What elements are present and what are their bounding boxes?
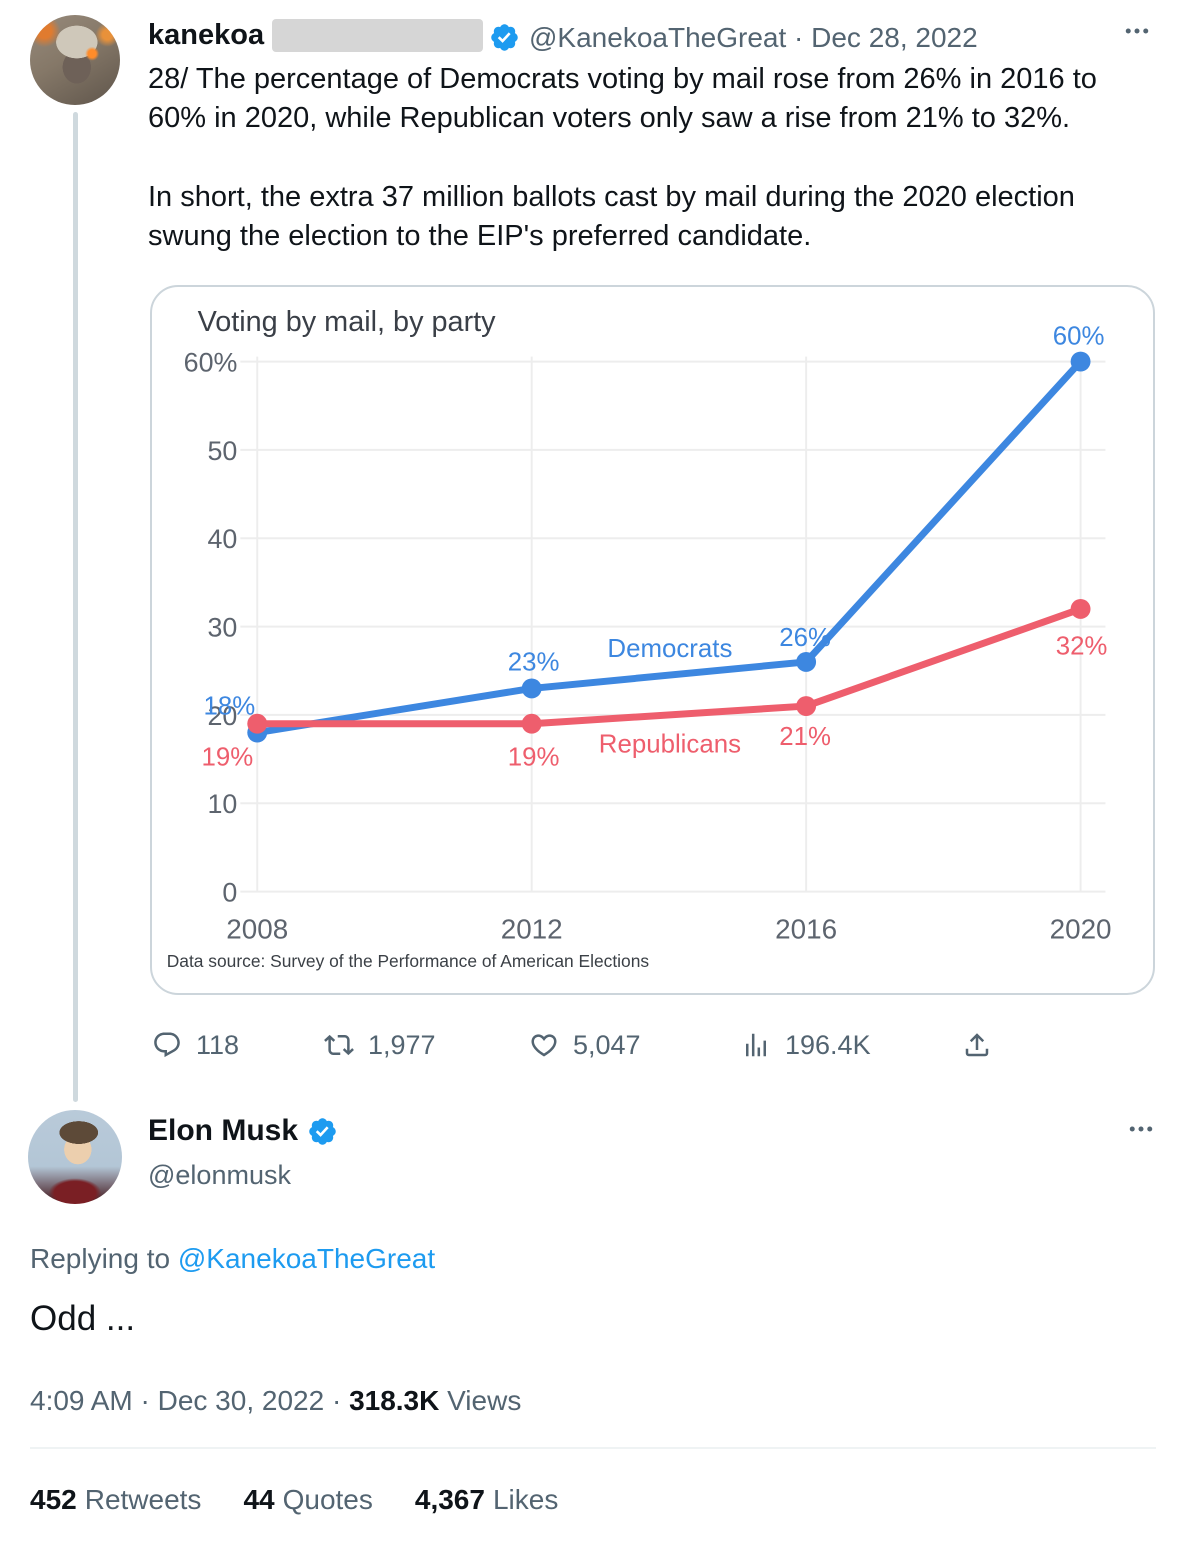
author-name-elon[interactable]: Elon Musk	[148, 1114, 299, 1147]
reply-text: Odd ...	[30, 1299, 136, 1338]
svg-text:19%: 19%	[508, 744, 560, 772]
timestamp-views-line: 4:09 AM · Dec 30, 2022 · 318.3K Views	[30, 1385, 521, 1417]
retweet-count: 1,977	[368, 1029, 436, 1060]
svg-text:40: 40	[208, 524, 238, 554]
retweets-stat[interactable]: 452 Retweets	[30, 1484, 202, 1515]
retweet-button[interactable]: 1,977	[324, 1022, 436, 1068]
svg-text:60%: 60%	[1053, 323, 1105, 351]
svg-text:18%: 18%	[204, 693, 256, 721]
reply-count: 118	[196, 1029, 240, 1060]
svg-text:2020: 2020	[1050, 913, 1112, 944]
views-count: 196.4K	[785, 1029, 871, 1060]
likes-stat[interactable]: 4,367 Likes	[414, 1484, 559, 1515]
svg-text:23%: 23%	[508, 649, 560, 677]
svg-text:19%: 19%	[202, 744, 254, 772]
thread-connector-line	[73, 112, 78, 1102]
like-count: 5,047	[573, 1029, 641, 1060]
svg-text:32%: 32%	[1056, 633, 1108, 661]
bar-chart-icon	[746, 1033, 766, 1057]
divider	[30, 1447, 1156, 1449]
svg-text:2016: 2016	[775, 913, 837, 944]
share-button[interactable]	[962, 1022, 992, 1068]
svg-text:Voting by mail, by party: Voting by mail, by party	[198, 306, 497, 338]
engagement-bar: 118 1,977 5,047 196.4K	[0, 1022, 1186, 1068]
views-label: Views	[439, 1385, 522, 1416]
mail-voting-chart-card[interactable]: Voting by mail, by party 60% 50 40 30 20 10 0 20…	[150, 285, 1155, 995]
tweet-line: swung the election to the EIP's preferre…	[148, 220, 812, 252]
replying-to-line: Replying to @KanekoaTheGreat	[30, 1243, 435, 1275]
replying-to-handle-link[interactable]: @KanekoaTheGreat	[177, 1243, 436, 1274]
views-button[interactable]: 196.4K	[741, 1022, 871, 1068]
svg-text:10: 10	[208, 789, 238, 819]
tweet-line: 60% in 2020, while Republican voters onl…	[148, 102, 1071, 134]
svg-text:2008: 2008	[226, 913, 288, 944]
heart-icon	[531, 1034, 557, 1057]
author-name-kanekoa[interactable]: kanekoa	[148, 19, 265, 51]
like-button[interactable]: 5,047	[529, 1022, 641, 1068]
svg-text:0: 0	[222, 878, 237, 908]
avatar-elon-musk[interactable]	[28, 1110, 122, 1204]
tweet-line: 28/ The percentage of Democrats voting b…	[148, 63, 1097, 95]
verified-badge-icon	[307, 1116, 338, 1147]
replying-to-prefix: Replying to	[30, 1243, 178, 1274]
svg-text:26%: 26%	[779, 624, 831, 652]
reply-button[interactable]: 118	[152, 1022, 239, 1068]
time-date-text: 4:09 AM · Dec 30, 2022 ·	[30, 1385, 350, 1416]
reply-stats-bar: 452 Retweets 44 Quotes 4,367 Likes	[30, 1484, 600, 1516]
redacted-name-blur	[272, 19, 483, 52]
verified-badge-icon	[489, 22, 520, 53]
handle-elonmusk[interactable]: @elonmusk	[148, 1160, 291, 1190]
tweet-line: In short, the extra 37 million ballots c…	[148, 181, 1075, 213]
svg-text:21%: 21%	[779, 723, 831, 751]
more-menu-button[interactable]	[1122, 1114, 1160, 1144]
handle-and-date[interactable]: @KanekoaTheGreat · Dec 28, 2022	[529, 22, 978, 53]
reply-icon	[154, 1032, 180, 1058]
svg-text:20: 20	[208, 701, 238, 731]
tweet-text: 28/ The percentage of Democrats voting b…	[148, 60, 1173, 256]
mail-voting-chart: Voting by mail, by party 60% 50 40 30 20 10 0 20…	[167, 306, 1112, 971]
svg-text:60%: 60%	[184, 348, 238, 378]
svg-text:Data source: Survey of the Pe: Data source: Survey of the Performance o…	[167, 951, 650, 971]
retweet-icon	[324, 1034, 354, 1056]
svg-text:Democrats: Democrats	[607, 635, 732, 663]
more-menu-button[interactable]	[1118, 16, 1156, 46]
svg-text:30: 30	[208, 613, 238, 643]
svg-text:50: 50	[208, 436, 238, 466]
upload-share-icon	[965, 1033, 989, 1057]
svg-text:Republicans: Republicans	[599, 730, 741, 758]
three-dots-icon	[1129, 1126, 1153, 1132]
views-number: 318.3K	[349, 1385, 440, 1416]
avatar-kanekoa[interactable]	[30, 15, 120, 105]
quotes-stat[interactable]: 44 Quotes	[243, 1484, 373, 1515]
svg-text:2012: 2012	[501, 913, 563, 944]
three-dots-icon	[1125, 28, 1149, 34]
